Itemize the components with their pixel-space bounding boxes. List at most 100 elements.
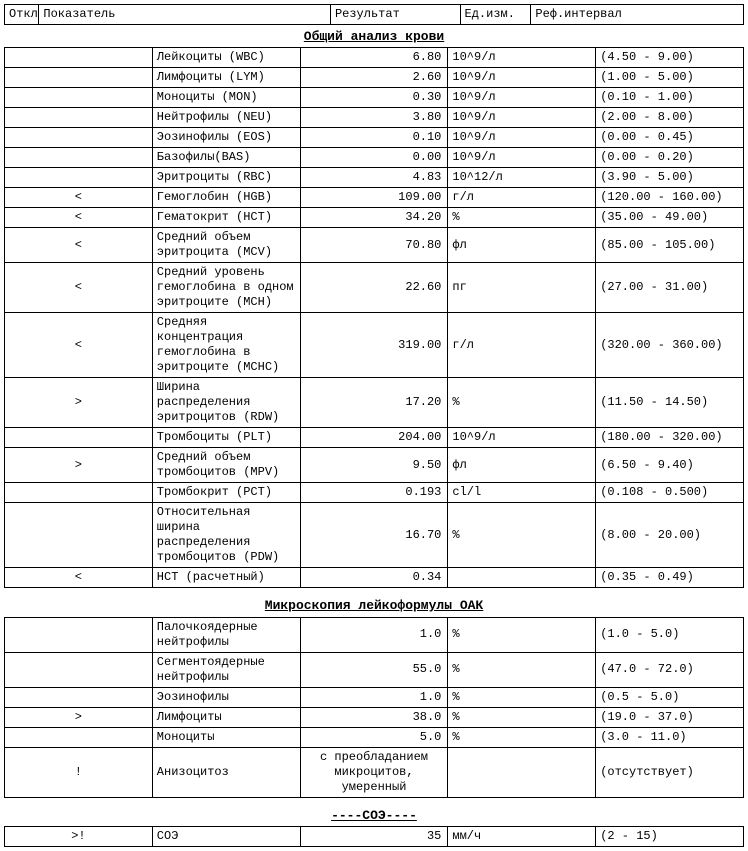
cell-result: 1.0: [300, 617, 448, 652]
table-row: Эозинофилы1.0%(0.5 - 5.0): [5, 687, 744, 707]
cell-unit: мм/ч: [448, 826, 596, 846]
cell-interval: (отсутствует): [596, 747, 744, 797]
cell-name: Сегментоядерные нейтрофилы: [152, 652, 300, 687]
table-row: Тромбокрит (PCT)0.193cl/l(0.108 - 0.500): [5, 483, 744, 503]
cell-result: 4.83: [300, 168, 448, 188]
table-row: <Средняя концентрация гемоглобина в эрит…: [5, 313, 744, 378]
cell-name: Лейкоциты (WBC): [152, 48, 300, 68]
cell-unit: 10^9/л: [448, 148, 596, 168]
table-row: Тромбоциты (PLT)204.0010^9/л(180.00 - 32…: [5, 428, 744, 448]
cell-flag: [5, 68, 153, 88]
cell-interval: (85.00 - 105.00): [596, 228, 744, 263]
cell-unit: г/л: [448, 188, 596, 208]
cell-flag: [5, 652, 153, 687]
header-unit: Ед.изм.: [460, 5, 531, 25]
cell-name: Эозинофилы (EOS): [152, 128, 300, 148]
cell-name: Относительная ширина распределения тромб…: [152, 503, 300, 568]
header-name: Показатель: [39, 5, 331, 25]
cell-unit: 10^9/л: [448, 88, 596, 108]
cell-interval: (0.00 - 0.20): [596, 148, 744, 168]
table-row: <Гематокрит (HCT)34.20%(35.00 - 49.00): [5, 208, 744, 228]
table-row: <Гемоглобин (HGB)109.00г/л(120.00 - 160.…: [5, 188, 744, 208]
cell-interval: (47.0 - 72.0): [596, 652, 744, 687]
cell-name: Тромбокрит (PCT): [152, 483, 300, 503]
header-result: Результат: [330, 5, 460, 25]
cell-flag: >: [5, 378, 153, 428]
cell-unit: %: [448, 208, 596, 228]
cell-interval: (120.00 - 160.00): [596, 188, 744, 208]
section-table: Микроскопия лейкоформулы ОАКПалочкоядерн…: [4, 594, 744, 797]
cell-unit: cl/l: [448, 483, 596, 503]
table-row: >Лимфоциты38.0%(19.0 - 37.0): [5, 707, 744, 727]
cell-interval: (0.10 - 1.00): [596, 88, 744, 108]
table-row: <Средний объем эритроцита (MCV)70.80фл(8…: [5, 228, 744, 263]
cell-unit: 10^9/л: [448, 48, 596, 68]
cell-flag: <: [5, 188, 153, 208]
cell-flag: [5, 617, 153, 652]
cell-result: 2.60: [300, 68, 448, 88]
cell-result: с преобладанием микроцитов, умеренный: [300, 747, 448, 797]
cell-unit: %: [448, 378, 596, 428]
cell-flag: [5, 148, 153, 168]
cell-flag: [5, 687, 153, 707]
table-row: <HCT (расчетный)0.34(0.35 - 0.49): [5, 568, 744, 588]
cell-interval: (0.35 - 0.49): [596, 568, 744, 588]
cell-interval: (11.50 - 14.50): [596, 378, 744, 428]
table-row: Сегментоядерные нейтрофилы55.0%(47.0 - 7…: [5, 652, 744, 687]
cell-interval: (1.00 - 5.00): [596, 68, 744, 88]
cell-result: 3.80: [300, 108, 448, 128]
cell-name: Средняя концентрация гемоглобина в эритр…: [152, 313, 300, 378]
table-row: <Средний уровень гемоглобина в одном эри…: [5, 263, 744, 313]
table-row: >Ширина распределения эритроцитов (RDW)1…: [5, 378, 744, 428]
cell-flag: >: [5, 707, 153, 727]
cell-name: Лимфоциты: [152, 707, 300, 727]
cell-name: Моноциты (MON): [152, 88, 300, 108]
cell-result: 1.0: [300, 687, 448, 707]
cell-interval: (3.0 - 11.0): [596, 727, 744, 747]
cell-name: Средний объем тромбоцитов (MPV): [152, 448, 300, 483]
cell-flag: [5, 483, 153, 503]
cell-interval: (2.00 - 8.00): [596, 108, 744, 128]
cell-name: Эозинофилы: [152, 687, 300, 707]
table-row: Базофилы(BAS)0.0010^9/л(0.00 - 0.20): [5, 148, 744, 168]
table-row: Моноциты5.0%(3.0 - 11.0): [5, 727, 744, 747]
cell-flag: !: [5, 747, 153, 797]
cell-unit: [448, 747, 596, 797]
cell-result: 109.00: [300, 188, 448, 208]
cell-result: 0.193: [300, 483, 448, 503]
cell-flag: [5, 727, 153, 747]
cell-unit: %: [448, 617, 596, 652]
cell-interval: (320.00 - 360.00): [596, 313, 744, 378]
cell-result: 70.80: [300, 228, 448, 263]
table-row: Эритроциты (RBC)4.8310^12/л(3.90 - 5.00): [5, 168, 744, 188]
cell-interval: (0.5 - 5.0): [596, 687, 744, 707]
cell-result: 0.00: [300, 148, 448, 168]
cell-result: 16.70: [300, 503, 448, 568]
cell-name: СОЭ: [152, 826, 300, 846]
cell-result: 35: [300, 826, 448, 846]
cell-flag: <: [5, 568, 153, 588]
cell-unit: 10^9/л: [448, 68, 596, 88]
table-row: >!СОЭ35мм/ч(2 - 15): [5, 826, 744, 846]
cell-result: 34.20: [300, 208, 448, 228]
table-row: Лейкоциты (WBC)6.8010^9/л(4.50 - 9.00): [5, 48, 744, 68]
cell-unit: %: [448, 707, 596, 727]
cell-name: Анизоцитоз: [152, 747, 300, 797]
cell-name: HCT (расчетный): [152, 568, 300, 588]
cell-result: 5.0: [300, 727, 448, 747]
section-title: Микроскопия лейкоформулы ОАК: [5, 594, 744, 617]
cell-interval: (1.0 - 5.0): [596, 617, 744, 652]
cell-flag: [5, 428, 153, 448]
cell-unit: %: [448, 652, 596, 687]
cell-flag: <: [5, 228, 153, 263]
cell-name: Моноциты: [152, 727, 300, 747]
table-row: Нейтрофилы (NEU)3.8010^9/л(2.00 - 8.00): [5, 108, 744, 128]
cell-name: Палочкоядерные нейтрофилы: [152, 617, 300, 652]
section-table: Общий анализ кровиЛейкоциты (WBC)6.8010^…: [4, 25, 744, 588]
cell-flag: [5, 88, 153, 108]
cell-unit: фл: [448, 228, 596, 263]
cell-unit: фл: [448, 448, 596, 483]
cell-interval: (3.90 - 5.00): [596, 168, 744, 188]
cell-flag: [5, 128, 153, 148]
lab-results-table: Откл Показатель Результат Ед.изм. Реф.ин…: [4, 4, 744, 25]
